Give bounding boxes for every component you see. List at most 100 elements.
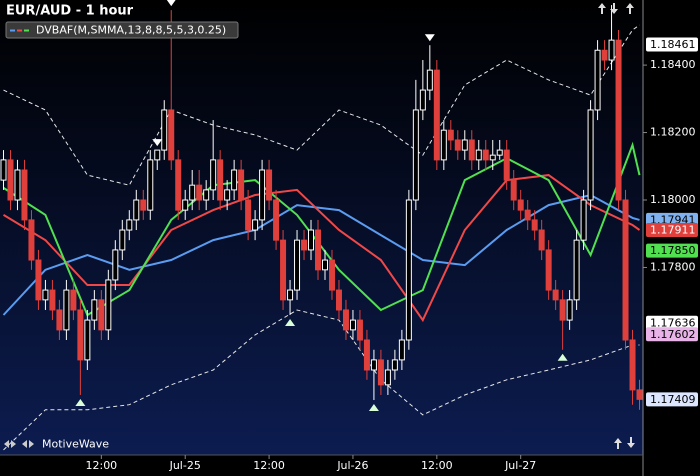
y-tick-label: 1.18400 [650, 58, 696, 71]
candle-body [189, 184, 196, 201]
candle-body [161, 109, 168, 151]
candle-body [35, 259, 42, 301]
candle-body [294, 239, 301, 291]
candle-body [545, 249, 552, 291]
candle-body [412, 109, 419, 201]
candle-body [287, 289, 294, 301]
candle-body [559, 299, 566, 321]
price-label-box [646, 223, 698, 238]
candle-body [42, 289, 49, 301]
candle-body [398, 339, 405, 361]
fractal-high [166, 0, 176, 7]
candle-body [140, 199, 147, 211]
candle-body [98, 299, 105, 331]
price-label-box [646, 315, 698, 330]
fractal-low [557, 353, 568, 361]
candle-body [91, 299, 98, 321]
candle-body [538, 229, 545, 251]
candle-body [126, 219, 133, 231]
candle-body [84, 319, 91, 361]
candle-body [259, 169, 266, 221]
candle-body [384, 369, 391, 386]
candle-body [510, 179, 517, 201]
candle-body [196, 184, 203, 201]
icon[interactable] [614, 438, 622, 449]
candle-body [14, 169, 21, 201]
candle-body [566, 299, 573, 321]
price-label-box [646, 392, 698, 407]
candle-body [433, 69, 440, 161]
fractal-low [75, 398, 86, 406]
price-axis: 1.17800 1.18000 1.18200 1.18400 1.18461 1.179… [643, 37, 698, 407]
candle-body [21, 169, 28, 221]
price-label: 1.17409 [650, 393, 696, 406]
y-tick-label: 1.17800 [650, 260, 696, 273]
time-axis-background [0, 455, 643, 476]
candle-body [552, 289, 559, 301]
candle-body [315, 229, 322, 271]
candle-body [0, 159, 7, 181]
candle-body [503, 149, 510, 181]
candle-body [608, 39, 615, 61]
candle-body [587, 109, 594, 201]
candle-body [77, 309, 84, 361]
candle-body [419, 89, 426, 111]
price-label-box [646, 327, 698, 342]
x-tick-label: Jul-27 [504, 459, 536, 472]
candle-body [70, 289, 77, 311]
candle-body [273, 199, 280, 241]
candle-body [377, 359, 384, 386]
candle-body [482, 149, 489, 161]
fractal-low [368, 404, 379, 412]
candle-body [524, 209, 531, 221]
icon[interactable] [627, 437, 635, 448]
fractal-low [285, 319, 296, 327]
toolbar-icons[interactable] [598, 3, 635, 449]
candle-body [468, 139, 475, 161]
candle-body [168, 109, 175, 161]
fractal-high [152, 139, 163, 147]
candle-body [447, 129, 454, 141]
candle-body [182, 199, 189, 211]
icon[interactable] [598, 3, 606, 14]
candle-body [405, 199, 412, 341]
candle-body [475, 149, 482, 161]
candle-body [496, 149, 503, 156]
footer-icons [4, 440, 34, 448]
candle-body [461, 139, 468, 151]
price-label: 1.17636 [650, 316, 696, 329]
band-line [3, 309, 640, 451]
candle-body [266, 169, 273, 201]
candle-body [224, 189, 231, 201]
candle-body [426, 69, 433, 91]
band-line [3, 24, 640, 186]
candle-body [280, 239, 287, 301]
price-label: 1.17602 [650, 328, 696, 341]
legend-box [5, 21, 239, 39]
candle-body [7, 159, 14, 201]
candle-body [28, 219, 35, 261]
candle-body [321, 259, 328, 271]
x-tick-label: Jul-25 [169, 459, 201, 472]
icon[interactable] [626, 3, 634, 14]
candle-body [245, 199, 252, 231]
fractal-high [424, 34, 435, 42]
candle-body [342, 309, 349, 331]
candle-body [301, 239, 308, 251]
price-label: 1.17911 [650, 224, 696, 237]
price-label: 1.17850 [650, 244, 696, 257]
icon[interactable] [610, 3, 618, 14]
candle-body [580, 199, 587, 241]
candle-body [238, 169, 245, 201]
icon [22, 440, 34, 448]
candle-body [517, 199, 524, 211]
legend-label: DVBAF(M,SMMA,13,8,8,5,5,3,0.25) [36, 24, 226, 37]
candle-body [49, 289, 56, 311]
x-tick-label: Jul-26 [336, 459, 368, 472]
y-tick-label: 1.18000 [650, 193, 696, 206]
candle-body [203, 189, 210, 201]
candle-body [119, 229, 126, 251]
candle-body [335, 289, 342, 311]
candle-body [363, 339, 370, 371]
